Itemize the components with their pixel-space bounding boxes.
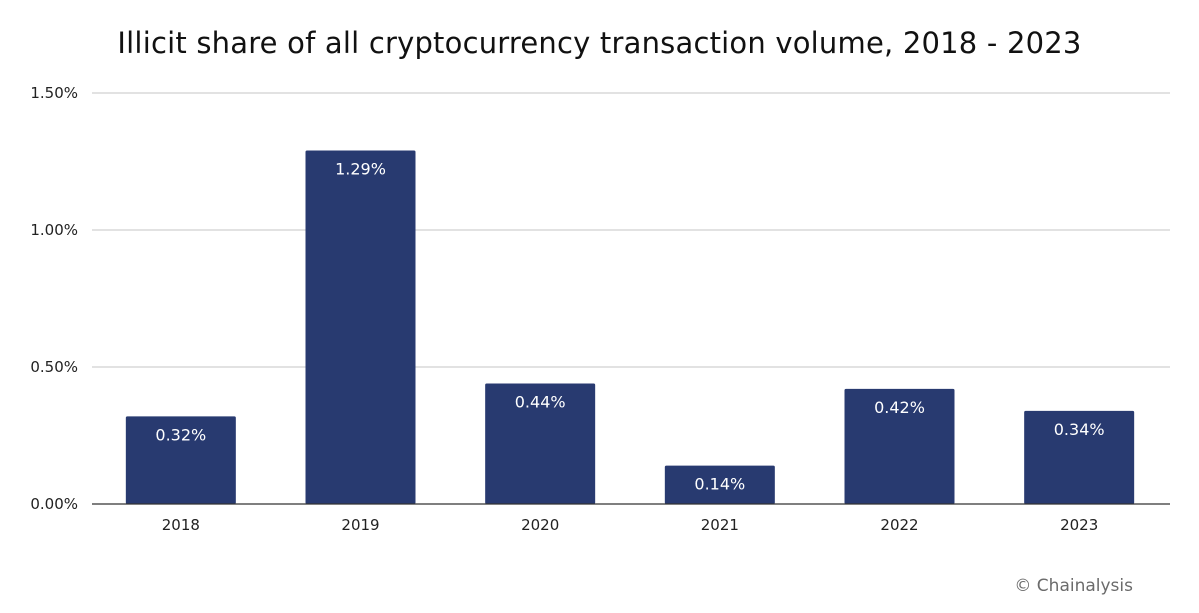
y-tick-label: 1.00% [30,221,78,239]
bar-2022 [844,388,955,504]
copyright-notice: © Chainalysis [1014,576,1133,596]
data-label-2021: 0.14% [694,475,745,494]
y-tick-label: 0.00% [30,495,78,513]
data-label-2018: 0.32% [155,425,206,444]
bar-2018 [125,416,236,504]
x-tick-label: 2023 [1060,516,1098,534]
bar-2023 [1024,410,1135,504]
bar-2021 [664,465,775,504]
data-label-2019: 1.29% [335,160,386,179]
x-tick-label: 2022 [880,516,918,534]
bar-2020 [485,383,596,504]
gridlines [92,92,1170,368]
data-label-2020: 0.44% [515,392,566,411]
data-label-2023: 0.34% [1054,420,1105,439]
data-labels: 0.32% 1.29% 0.44% 0.14% 0.42% 0.34% [155,160,1104,494]
bars [125,150,1135,505]
bar-2019 [305,150,416,505]
x-axis-tick-labels: 2018 2019 2020 2021 2022 2023 [162,516,1099,534]
data-label-2022: 0.42% [874,398,925,417]
x-tick-label: 2021 [701,516,739,534]
x-tick-label: 2018 [162,516,200,534]
x-tick-label: 2020 [521,516,559,534]
y-tick-label: 1.50% [30,84,78,102]
y-tick-label: 0.50% [30,358,78,376]
chart-title: Illicit share of all cryptocurrency tran… [117,26,1082,60]
y-axis-tick-labels: 0.00% 0.50% 1.00% 1.50% [30,84,78,513]
x-tick-label: 2019 [341,516,379,534]
